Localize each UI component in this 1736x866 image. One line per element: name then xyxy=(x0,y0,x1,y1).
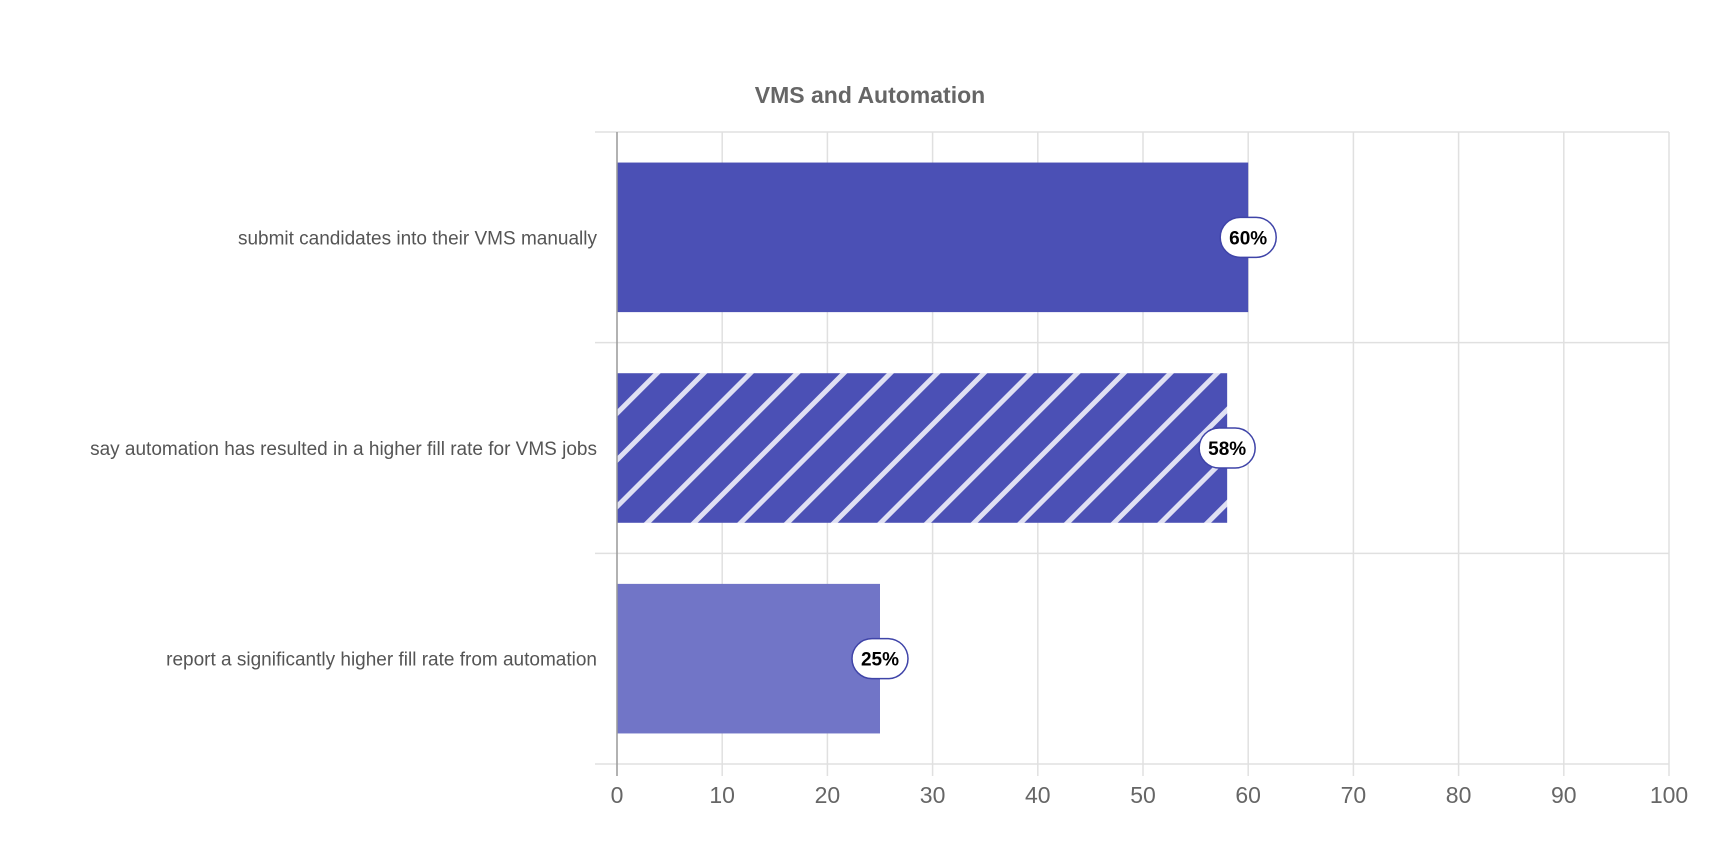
data-label-bubble xyxy=(1198,427,1256,469)
x-tick-label: 20 xyxy=(815,782,841,808)
bar-1 xyxy=(617,162,1249,313)
x-tick-label: 0 xyxy=(611,782,624,808)
x-tick-label: 50 xyxy=(1130,782,1156,808)
data-label: 25% xyxy=(861,650,899,671)
x-tick-label: 30 xyxy=(920,782,946,808)
axes: 0 10 20 30 40 50 60 70 80 90 100 submit candidates … xyxy=(90,132,1688,808)
data-label: 58% xyxy=(1208,439,1246,460)
data-label-bubble xyxy=(851,637,909,680)
x-tick-label: 60 xyxy=(1235,782,1261,808)
bar-3 xyxy=(617,583,880,734)
x-tick-label: 40 xyxy=(1025,782,1051,808)
data-label: 60% xyxy=(1229,228,1267,249)
x-tick-label: 90 xyxy=(1551,782,1577,808)
x-tick-label: 80 xyxy=(1446,782,1472,808)
category-label: say automation has resulted in a higher … xyxy=(90,439,597,460)
bar-2 xyxy=(617,373,1228,523)
data-label-bubble xyxy=(1219,216,1277,259)
category-label: report a significantly higher fill rate … xyxy=(166,650,597,671)
x-tick-label: 70 xyxy=(1341,782,1367,808)
bars xyxy=(617,162,1249,734)
x-tick-label: 10 xyxy=(709,782,735,808)
x-tick-label: 100 xyxy=(1650,782,1688,808)
chart-title: VMS and Automation xyxy=(755,82,985,108)
category-label: submit candidates into their VMS manuall… xyxy=(238,228,598,249)
data-labels: 60% 58% 25% xyxy=(851,216,1277,680)
